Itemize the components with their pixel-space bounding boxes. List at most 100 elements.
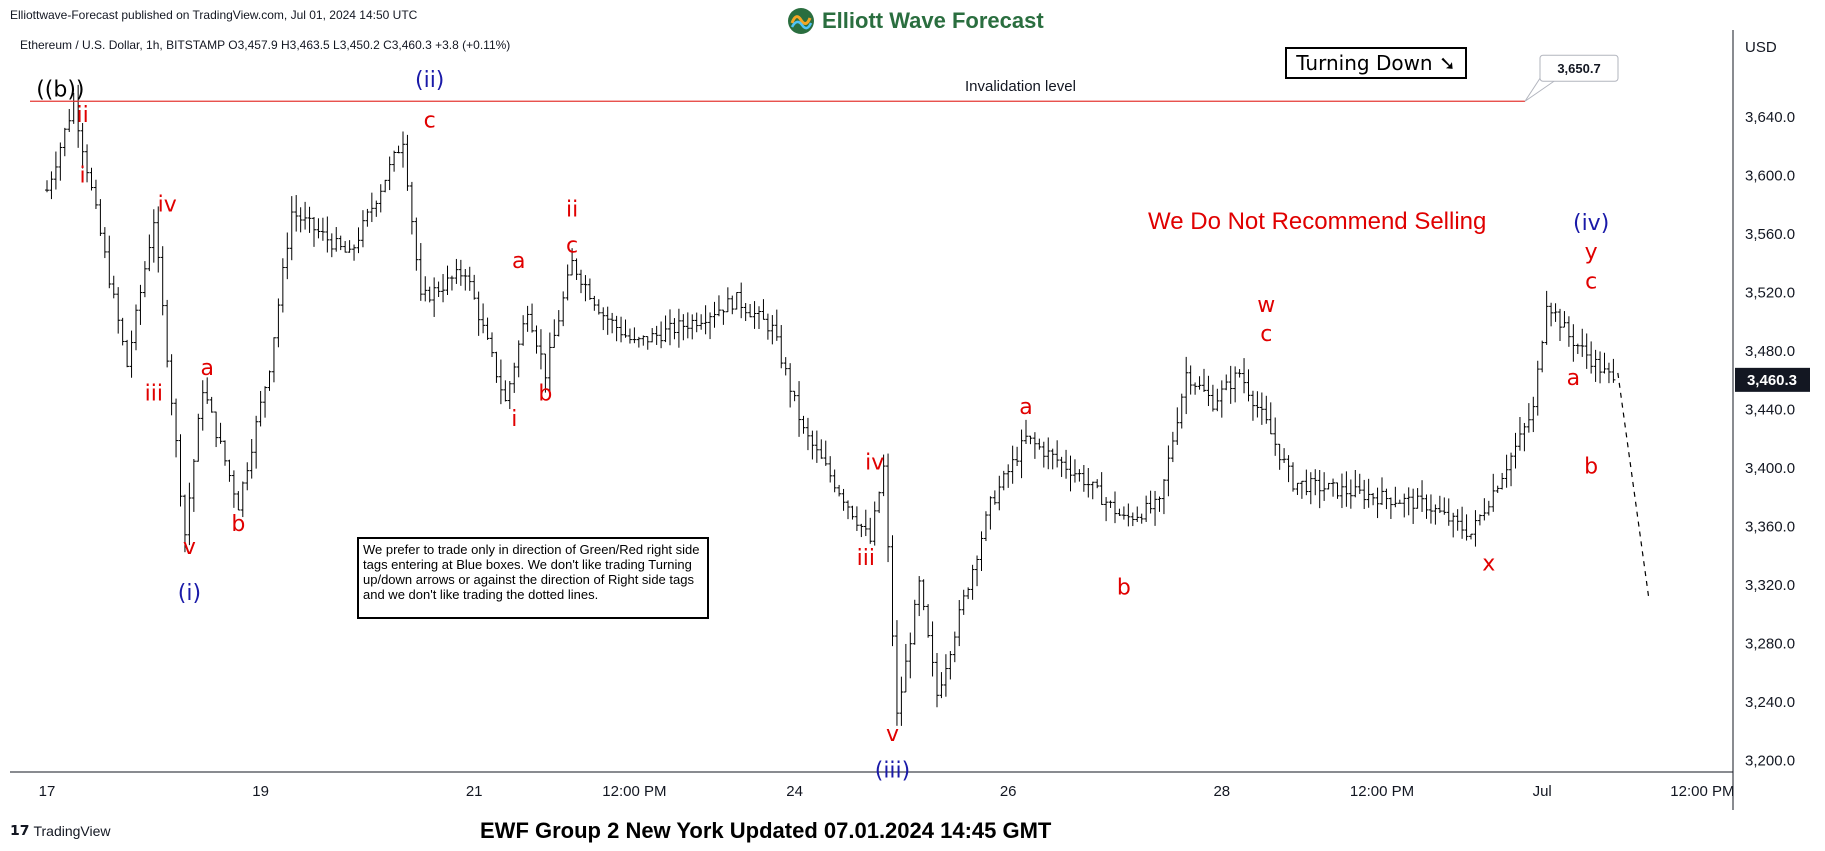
wave-label: ((b)) xyxy=(36,77,84,102)
ohlc-bar xyxy=(992,490,997,505)
note-box-wrapper: We prefer to trade only in direction of … xyxy=(357,537,709,619)
ohlc-bar xyxy=(957,600,962,647)
ohlc-bar xyxy=(169,354,174,416)
ohlc-bar xyxy=(1553,303,1558,322)
ohlc-bar xyxy=(1420,480,1425,512)
ohlc-bar xyxy=(561,291,566,327)
last-price-label: 3,460.3 xyxy=(1747,372,1797,389)
ohlc-bar xyxy=(538,329,543,370)
ohlc-bar xyxy=(970,564,975,600)
ohlc-bar xyxy=(1486,500,1491,516)
ohlc-bar xyxy=(312,217,316,247)
ohlc-bar xyxy=(369,192,374,223)
ohlc-bar xyxy=(1166,445,1171,497)
ohlc-bar xyxy=(1446,498,1451,526)
ohlc-bar xyxy=(1526,403,1531,433)
ohlc-bar xyxy=(712,301,717,328)
ohlc-bar xyxy=(966,587,971,600)
ohlc-bar xyxy=(1237,369,1242,378)
publish-credit: Elliottwave-Forecast published on Tradin… xyxy=(10,8,418,22)
ohlc-bars xyxy=(45,84,1616,726)
y-tick-label: 3,200.0 xyxy=(1745,753,1795,770)
turning-down-text: Turning Down ➘ xyxy=(1295,51,1455,75)
ohlc-bar xyxy=(890,535,895,647)
ohlc-bar xyxy=(1558,308,1562,341)
ohlc-bar xyxy=(1402,493,1407,518)
ohlc-bar xyxy=(716,295,721,317)
ohlc-bar xyxy=(1540,340,1545,373)
ohlc-bar xyxy=(116,287,121,334)
ohlc-bar xyxy=(886,453,891,563)
ohlc-bar xyxy=(432,277,437,317)
ohlc-bar xyxy=(245,462,250,491)
ohlc-bar xyxy=(294,195,299,232)
ohlc-bar xyxy=(1451,512,1456,538)
wave-label: w xyxy=(1257,293,1275,318)
ohlc-bar xyxy=(659,321,664,349)
ohlc-bar xyxy=(1108,500,1113,508)
ohlc-bar xyxy=(1099,472,1104,505)
ohlc-bar xyxy=(267,370,272,391)
ohlc-bar xyxy=(1317,469,1322,509)
ohlc-bar xyxy=(231,470,236,508)
wave-label: iii xyxy=(145,381,163,406)
ohlc-bar xyxy=(258,390,263,427)
ohlc-bar xyxy=(810,430,815,460)
ohlc-bar xyxy=(547,332,552,392)
ewf-logo-icon xyxy=(788,8,814,34)
ohlc-bar xyxy=(280,258,285,313)
ohlc-bar xyxy=(1273,417,1278,456)
ohlc-bar xyxy=(828,456,833,483)
ohlc-bar xyxy=(62,127,67,157)
tradingview-text: TradingView xyxy=(33,822,111,839)
ohlc-bar xyxy=(623,319,628,338)
ohlc-bar xyxy=(1046,437,1051,470)
ohlc-bar xyxy=(276,298,281,348)
ohlc-bar xyxy=(694,312,699,333)
ohlc-bar xyxy=(805,417,810,451)
ohlc-bar xyxy=(1495,485,1500,493)
ohlc-bar xyxy=(676,308,681,348)
ohlc-bar xyxy=(147,234,152,272)
ohlc-bar xyxy=(1535,360,1540,416)
ohlc-bar xyxy=(1210,384,1215,412)
ohlc-bar xyxy=(521,315,526,346)
ohlc-bar xyxy=(1010,445,1015,484)
ohlc-bar xyxy=(1380,477,1384,505)
ohlc-bar xyxy=(917,576,922,617)
y-tick-label: 3,520.0 xyxy=(1745,284,1795,301)
ohlc-bar xyxy=(579,269,583,294)
tradingview-brand[interactable]: 𝟭𝟳 TradingView xyxy=(10,822,111,839)
ohlc-bar xyxy=(1549,302,1554,327)
ohlc-bar xyxy=(1206,375,1211,407)
x-tick-label: 12:00 PM xyxy=(1670,783,1734,800)
x-tick-label: 17 xyxy=(39,783,56,800)
x-tick-label: 26 xyxy=(1000,783,1017,800)
ohlc-bar xyxy=(316,218,321,239)
ohlc-bar xyxy=(988,496,993,530)
ohlc-bar xyxy=(1175,407,1180,445)
ohlc-bar xyxy=(174,398,179,458)
ohlc-bar xyxy=(1121,506,1126,520)
ohlc-bar xyxy=(1170,431,1175,463)
ohlc-bar xyxy=(619,316,624,343)
ohlc-bar xyxy=(1433,504,1438,525)
ohlc-bar xyxy=(739,282,744,319)
wave-label: (ii) xyxy=(415,68,444,93)
ohlc-bar xyxy=(418,243,423,301)
ohlc-bar xyxy=(841,488,846,511)
ohlc-bar xyxy=(854,506,859,531)
ohlc-bar xyxy=(1193,382,1198,395)
update-caption: EWF Group 2 New York Updated 07.01.2024 … xyxy=(480,818,1052,843)
ohlc-bar xyxy=(507,381,512,410)
brand-name: Elliott Wave Forecast xyxy=(822,8,1044,33)
ohlc-bar xyxy=(614,315,619,342)
ohlc-bar xyxy=(641,335,646,346)
ohlc-bar xyxy=(1313,469,1318,496)
invalidation-callout-box xyxy=(1539,54,1619,82)
wave-label: ii xyxy=(566,198,578,223)
ohlc-bar xyxy=(516,340,521,378)
ohlc-bar xyxy=(1126,503,1131,527)
ohlc-bar xyxy=(1544,290,1549,345)
